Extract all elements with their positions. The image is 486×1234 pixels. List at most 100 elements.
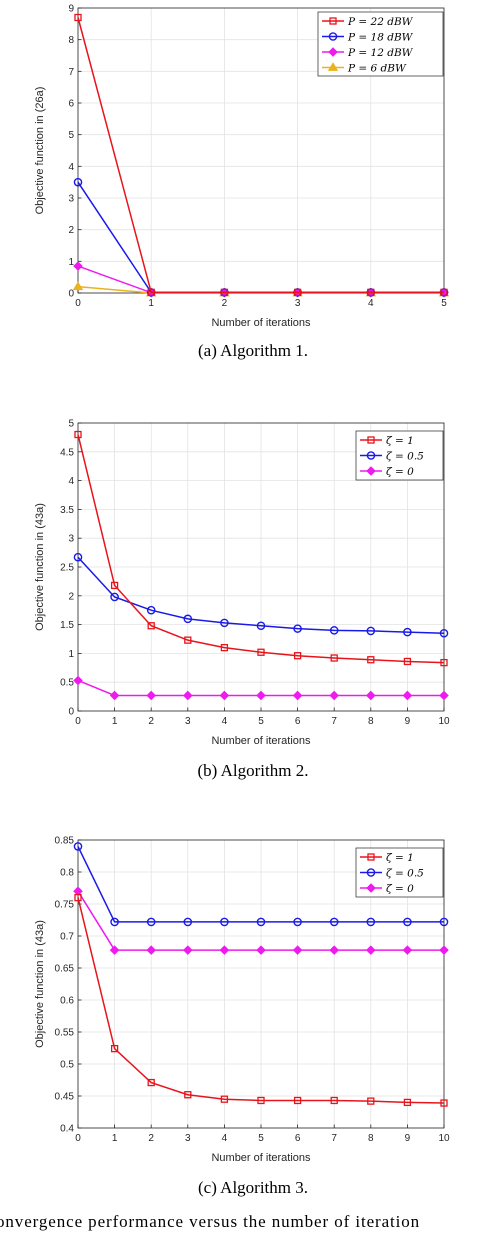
legend-marker bbox=[328, 32, 338, 41]
data-point bbox=[73, 675, 83, 686]
legend-marker bbox=[367, 853, 375, 861]
data-point bbox=[73, 177, 83, 187]
x-tick-label: 3 bbox=[185, 1133, 191, 1144]
data-point bbox=[367, 656, 375, 664]
data-point bbox=[146, 690, 156, 701]
y-axis-label: Objective function in (43a) bbox=[34, 920, 46, 1048]
series-square bbox=[74, 13, 448, 297]
x-tick-label: 3 bbox=[185, 716, 191, 727]
y-tick-label: 0.85 bbox=[55, 836, 75, 847]
data-point bbox=[256, 690, 266, 701]
y-tick-label: 3.5 bbox=[60, 505, 74, 516]
data-point bbox=[403, 917, 412, 927]
data-point bbox=[403, 1098, 412, 1107]
data-point bbox=[330, 1096, 338, 1105]
x-tick-label: 8 bbox=[368, 1133, 374, 1144]
data-point bbox=[110, 592, 119, 602]
y-tick-label: 0.8 bbox=[60, 868, 74, 879]
legend-label: ζ = 0 bbox=[386, 466, 414, 478]
data-point bbox=[292, 690, 303, 701]
y-tick-label: 0.55 bbox=[55, 1028, 75, 1039]
legend-label: P = 12 dBW bbox=[347, 47, 414, 59]
data-point bbox=[219, 690, 230, 701]
data-point bbox=[220, 288, 229, 297]
data-point bbox=[109, 690, 120, 701]
data-point bbox=[292, 945, 303, 955]
x-tick-label: 5 bbox=[441, 298, 447, 309]
legend-label: P = 22 dBW bbox=[347, 16, 414, 28]
x-axis-label: Number of iterations bbox=[211, 317, 311, 329]
x-axis-label: Number of iterations bbox=[211, 1152, 311, 1164]
y-tick-label: 1 bbox=[68, 257, 74, 268]
data-point bbox=[403, 657, 412, 666]
data-point bbox=[439, 917, 449, 927]
x-tick-label: 5 bbox=[258, 716, 264, 727]
y-tick-label: 0 bbox=[68, 289, 74, 300]
legend-label: ζ = 0.5 bbox=[386, 450, 424, 462]
data-point bbox=[146, 917, 156, 927]
data-point bbox=[183, 917, 193, 927]
data-point bbox=[110, 1044, 119, 1053]
y-tick-label: 0 bbox=[68, 707, 74, 718]
legend-label: ζ = 0.5 bbox=[386, 867, 424, 879]
data-point bbox=[366, 945, 376, 955]
data-point bbox=[73, 552, 83, 562]
data-point bbox=[146, 945, 156, 955]
legend-marker bbox=[329, 17, 337, 25]
legend-label: P = 6 dBW bbox=[347, 62, 407, 74]
data-point bbox=[402, 690, 413, 701]
data-point bbox=[109, 945, 120, 955]
data-point bbox=[184, 1091, 192, 1099]
series-line bbox=[77, 17, 444, 294]
series-square bbox=[74, 893, 448, 1107]
x-tick-label: 0 bbox=[75, 298, 81, 309]
series-square bbox=[74, 430, 448, 667]
y-tick-label: 0.45 bbox=[55, 1092, 75, 1103]
data-point bbox=[257, 1096, 265, 1105]
x-tick-label: 0 bbox=[75, 1133, 81, 1144]
x-tick-label: 1 bbox=[148, 298, 154, 309]
data-point bbox=[147, 622, 155, 630]
x-tick-label: 7 bbox=[331, 716, 337, 727]
y-tick-label: 0.5 bbox=[60, 1060, 74, 1071]
series-line bbox=[77, 434, 445, 664]
x-tick-label: 9 bbox=[405, 1133, 411, 1144]
x-axis-label: Number of iterations bbox=[211, 735, 311, 747]
chart-1: 0 1 2 3 4 5 0 1 2 3 4 5 6 7 8 9 Number of iterations Obje… bbox=[34, 4, 450, 360]
y-tick-label: 0.5 bbox=[60, 678, 74, 689]
series-circle bbox=[73, 842, 449, 927]
data-point bbox=[329, 690, 339, 701]
data-point bbox=[220, 643, 229, 652]
x-tick-label: 2 bbox=[222, 298, 228, 309]
subfigure-caption: (c) Algorithm 3. bbox=[198, 1178, 308, 1197]
data-point bbox=[329, 626, 339, 635]
data-point bbox=[256, 621, 266, 631]
y-tick-label: 4 bbox=[68, 476, 74, 487]
data-point bbox=[220, 917, 229, 927]
x-tick-label: 8 bbox=[368, 716, 374, 727]
legend-marker bbox=[367, 436, 375, 444]
y-tick-label: 0.6 bbox=[60, 996, 74, 1007]
y-tick-label: 0.65 bbox=[55, 964, 75, 975]
data-point bbox=[440, 658, 448, 667]
data-point bbox=[183, 945, 193, 955]
legend-label: ζ = 1 bbox=[386, 852, 414, 864]
y-tick-label: 0.4 bbox=[60, 1124, 74, 1135]
data-point bbox=[147, 288, 155, 297]
data-point bbox=[183, 690, 193, 701]
y-tick-label: 7 bbox=[68, 67, 74, 78]
data-point bbox=[366, 690, 376, 701]
x-tick-label: 4 bbox=[222, 716, 228, 727]
y-tick-label: 1 bbox=[68, 649, 74, 660]
y-tick-label: 2 bbox=[68, 225, 74, 236]
y-tick-label: 4.5 bbox=[60, 447, 74, 458]
data-point bbox=[440, 288, 448, 297]
legend: ζ = 1 ζ = 0.5 ζ = 0 bbox=[355, 847, 444, 898]
data-point bbox=[257, 648, 265, 656]
x-tick-label: 0 bbox=[75, 716, 81, 727]
y-tick-label: 8 bbox=[68, 35, 74, 46]
series-diamond bbox=[73, 675, 449, 701]
data-point bbox=[329, 945, 339, 955]
data-point bbox=[220, 1095, 229, 1103]
